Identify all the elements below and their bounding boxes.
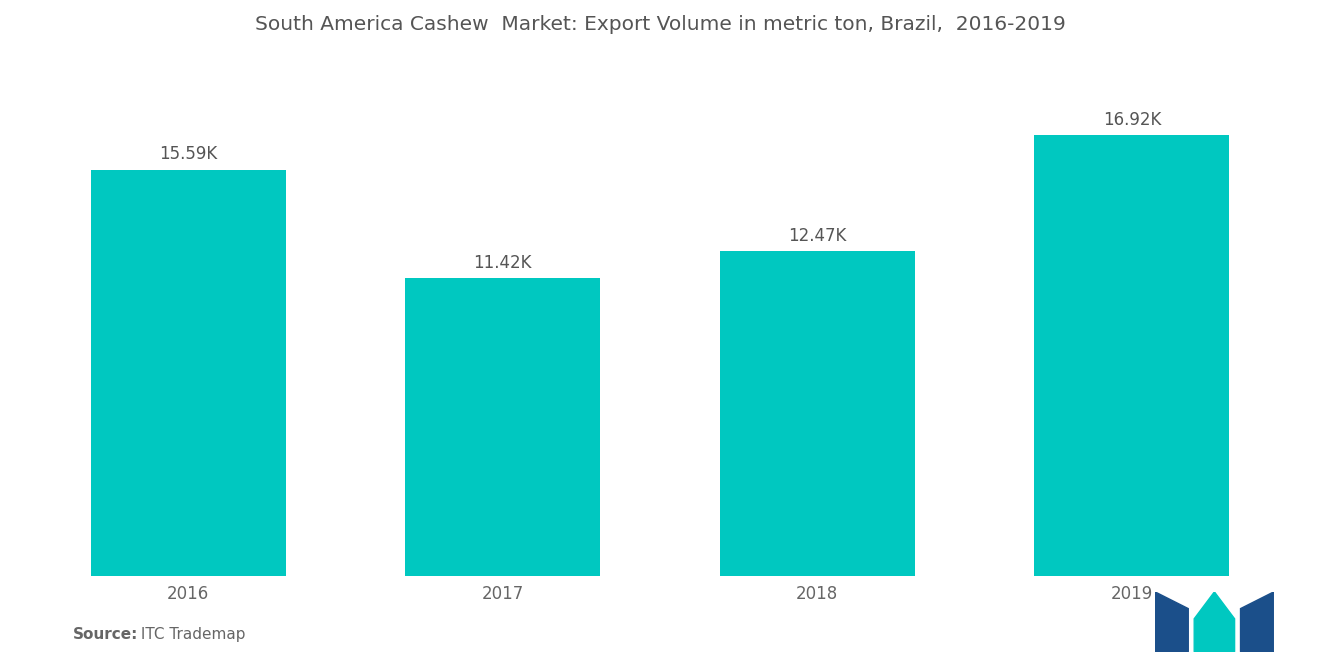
Text: Source:: Source: [73,626,139,642]
Text: 12.47K: 12.47K [788,227,846,245]
Bar [91,170,285,576]
Text: 15.59K: 15.59K [158,146,218,164]
Bar [719,251,915,576]
Polygon shape [1155,592,1188,652]
Title: South America Cashew  Market: Export Volume in metric ton, Brazil,  2016-2019: South America Cashew Market: Export Volu… [255,15,1065,34]
Text: 16.92K: 16.92K [1102,110,1162,129]
Bar [1035,135,1229,576]
Polygon shape [1195,592,1234,652]
Polygon shape [1241,592,1274,652]
Text: 11.42K: 11.42K [474,254,532,272]
Bar [405,279,601,576]
Text: ITC Trademap: ITC Trademap [136,626,246,642]
